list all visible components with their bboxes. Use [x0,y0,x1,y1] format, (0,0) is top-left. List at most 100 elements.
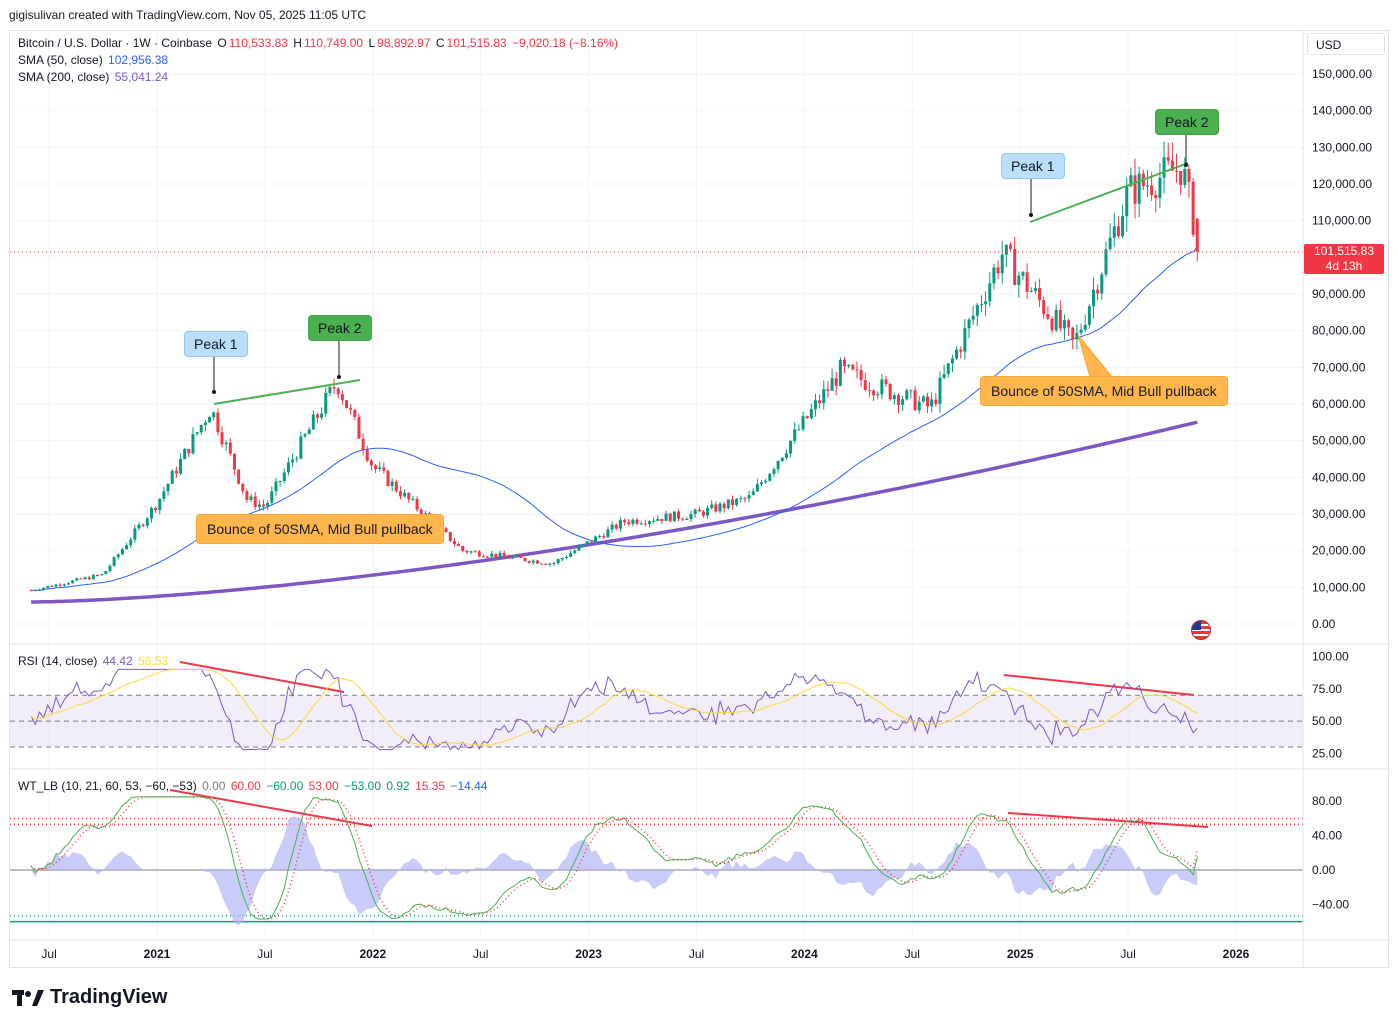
candle-body [378,467,382,470]
bounce-right-label[interactable]: Bounce of 50SMA, Mid Bull pullback [980,376,1228,406]
chart-frame[interactable] [9,30,1389,968]
candle-body [797,429,801,431]
currency-button[interactable]: USD [1307,33,1385,55]
candle-body [610,524,614,530]
candle-body [623,520,627,523]
candle-body [743,498,747,500]
candle-body [216,412,220,433]
candle-body [46,586,50,588]
symbol-title: Bitcoin / U.S. Dollar · 1W · Coinbase [18,36,213,50]
candle-body [776,460,780,470]
candle-body [303,434,307,437]
candle-body [191,433,195,454]
y-tick-label: 80,000.00 [1312,324,1366,338]
candle-body [971,315,975,320]
candle-body [913,390,917,411]
chart-caption: gigisulivan created with TradingView.com… [9,8,367,22]
candle-body [647,521,651,524]
candle-body [656,518,660,521]
candles [10,141,1303,592]
candle-body [398,491,402,497]
candle-body [876,394,880,396]
candle-body [195,432,199,434]
candle-body [365,449,369,461]
wt1-line [30,796,1198,920]
peak1-right-label[interactable]: Peak 1 [1001,153,1065,179]
candle-body [1054,309,1058,331]
candle-body [390,481,394,486]
tradingview-logo-icon [12,989,44,1006]
bounce-left-label[interactable]: Bounce of 50SMA, Mid Bull pullback [196,514,444,544]
l-value: 98,892.97 [377,36,431,50]
candle-body [855,369,859,371]
wt2-line [30,796,1199,920]
candle-body [37,589,41,591]
candle-body [465,550,469,553]
candle-body [515,555,519,557]
candle-body [108,565,112,572]
candle-body [295,458,299,460]
wt-legend: WT_LB (10, 21, 60, 53, −60, −53) 0.00 60… [18,779,489,793]
candle-body [884,379,888,385]
x-tick-label: 2023 [575,947,602,961]
candle-body [403,492,407,497]
candle-body [1067,320,1071,328]
us-flag-icon[interactable] [1191,620,1211,640]
candle-body [959,349,963,352]
candle-body [921,396,925,402]
candle-body [548,563,552,565]
candle-body [664,513,668,522]
candle-body [1000,254,1004,274]
candle-body [224,442,228,445]
candle-body [1195,218,1199,252]
candle-body [668,513,672,522]
candle-body [1158,177,1162,199]
candle-body [249,496,253,501]
peak1-left-dot [212,390,216,394]
candle-body [602,535,606,538]
y-tick-label: 150,000.00 [1312,67,1372,81]
candle-body [502,552,506,557]
candle-body [672,511,676,522]
peak2-left-label[interactable]: Peak 2 [308,315,372,341]
y-tick-label: 10,000.00 [1312,580,1366,594]
candle-body [96,574,100,576]
candle-body [730,499,734,506]
candle-body [382,467,386,471]
candle-body [681,518,685,520]
candle-body [29,590,33,592]
candle-body [540,563,544,565]
candle-body [137,524,141,529]
candle-body [374,465,378,470]
candle-body [967,319,971,329]
candle-body [262,504,266,507]
candle-body [154,507,158,511]
candle-body [498,552,502,558]
peak1-left-label[interactable]: Peak 1 [184,331,248,357]
candle-body [1050,318,1054,331]
candle-body [340,394,344,401]
candle-body [187,449,191,454]
x-tick-label: Jul [41,947,56,961]
peak2-right-label[interactable]: Peak 2 [1155,109,1219,135]
y-tick-label: 140,000.00 [1312,104,1372,118]
candle-body [1071,327,1075,340]
candle-body [614,524,618,529]
candle-body [780,457,784,461]
candle-body [909,390,913,392]
candle-body [826,389,830,391]
x-tick-label: Jul [689,947,704,961]
candle-body [266,502,270,507]
candle-body [511,556,515,559]
candle-body [1133,175,1137,204]
rsi-divergence-right [1003,674,1195,696]
pane-separators [10,643,1388,770]
candle-body [581,544,585,547]
candle-body [784,453,788,458]
candle-body [291,459,295,463]
candle-body [133,528,137,540]
grid [10,31,1303,940]
candle-body [523,557,527,562]
y-tick-label: 110,000.00 [1312,214,1371,228]
